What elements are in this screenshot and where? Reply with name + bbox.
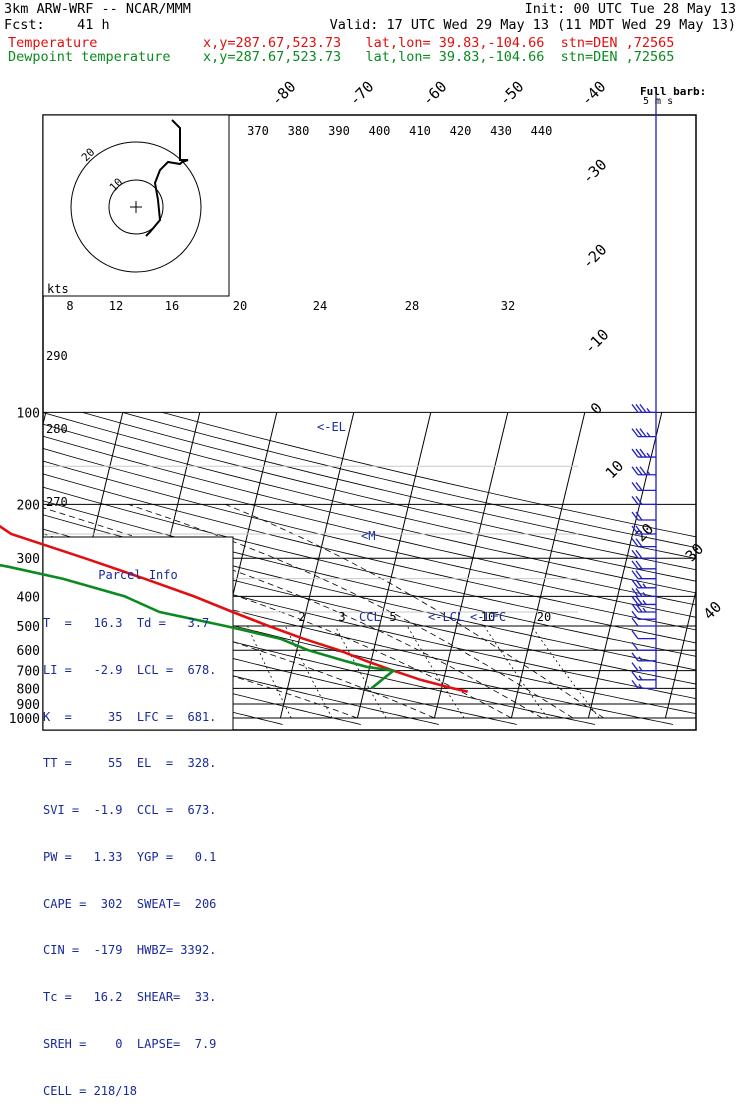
pressure-tick-label: 500 <box>17 620 40 635</box>
wind-barb <box>632 496 656 504</box>
isotherm-label: -20 <box>579 241 611 273</box>
kts-label: kts <box>47 282 69 296</box>
parcel-info-title: Parcel Info <box>43 568 233 584</box>
isotherm-line <box>511 412 584 718</box>
pressure-tick-label: 400 <box>17 590 40 605</box>
hodograph-speed-label: 12 <box>109 299 123 313</box>
ccl-annotation: CCL <box>359 610 381 624</box>
pressure-tick-label: 200 <box>17 498 40 513</box>
isotherm-label: 40 <box>700 598 726 624</box>
mixing-annotation: <M <box>361 529 375 543</box>
theta-label: 390 <box>328 124 350 138</box>
isotherm-label: 0 <box>587 399 606 418</box>
parcel-row: LI = -2.9 LCL = 678. <box>43 663 233 679</box>
wind-barb <box>632 631 656 639</box>
isotherm-line <box>588 412 661 718</box>
barb-units-label: 5 m s <box>643 96 673 107</box>
parcel-row: T = 16.3 Td = 3.7 <box>43 616 233 632</box>
isotherm-label: -60 <box>419 78 451 110</box>
wind-barb <box>632 672 656 680</box>
isotherm-label: -10 <box>581 326 613 358</box>
pressure-tick-label: 100 <box>17 406 40 421</box>
wind-barb <box>632 588 656 596</box>
wind-barb <box>632 642 656 650</box>
wind-barb <box>632 571 656 579</box>
isotherm-label: -50 <box>496 78 528 110</box>
mixing-ratio-label: 2 <box>298 610 305 624</box>
isotherm-label: -40 <box>578 78 610 110</box>
parcel-row: CAPE = 302 SWEAT= 206 <box>43 897 233 913</box>
theta-label: 440 <box>531 124 553 138</box>
wind-barb <box>632 404 656 412</box>
parcel-row: Tc = 16.2 SHEAR= 33. <box>43 990 233 1006</box>
wind-barb <box>632 467 656 475</box>
wind-barb <box>632 512 656 520</box>
dry-adiabat-label: 280 <box>46 422 68 436</box>
wind-barb <box>632 429 656 437</box>
theta-label: 400 <box>369 124 391 138</box>
parcel-row: TT = 55 EL = 328. <box>43 756 233 772</box>
hodograph-speed-label: 20 <box>233 299 247 313</box>
wind-barbs <box>632 90 656 688</box>
wind-barb <box>632 663 656 671</box>
wind-barb <box>632 596 656 604</box>
isotherm-label: -80 <box>268 78 300 110</box>
pressure-tick-label: 800 <box>17 682 40 697</box>
isotherm-label: -70 <box>346 78 378 110</box>
theta-label: 410 <box>409 124 431 138</box>
isotherm-line <box>665 412 738 718</box>
theta-label: 430 <box>490 124 512 138</box>
mixing-ratio-label: 3 <box>338 610 345 624</box>
wind-barb <box>632 680 656 688</box>
pressure-tick-label: 600 <box>17 644 40 659</box>
hodograph-speed-label: 32 <box>501 299 515 313</box>
hodograph-speed-label: 28 <box>405 299 419 313</box>
hodograph-speed-label: 8 <box>66 299 73 313</box>
mixing-ratio-label: 20 <box>537 610 551 624</box>
lfc-annotation: <-LFC <box>470 610 506 624</box>
theta-label: 380 <box>288 124 310 138</box>
isotherm-label: -30 <box>579 156 611 188</box>
hodograph-speed-label: 16 <box>165 299 179 313</box>
isotherm-label: 10 <box>602 457 628 483</box>
parcel-row: SREH = 0 LAPSE= 7.9 <box>43 1037 233 1053</box>
hodograph <box>43 115 229 296</box>
mixing-ratio-label: 5 <box>389 610 396 624</box>
wind-barb <box>632 561 656 569</box>
parcel-row: K = 35 LFC = 681. <box>43 710 233 726</box>
dry-adiabat-label: 270 <box>46 495 68 509</box>
parcel-info-panel: Parcel Info T = 16.3 Td = 3.7 LI = -2.9 … <box>43 537 233 732</box>
hodograph-speed-label: 24 <box>313 299 327 313</box>
pressure-tick-label: 900 <box>17 698 40 713</box>
dry-adiabat-label: 290 <box>46 349 68 363</box>
el-annotation: <-EL <box>317 420 346 434</box>
parcel-row: CELL = 218/18 <box>43 1084 233 1100</box>
isotherm-label: 30 <box>682 540 708 566</box>
theta-label: 370 <box>247 124 269 138</box>
theta-label: 420 <box>450 124 472 138</box>
pressure-tick-label: 1000 <box>9 712 40 727</box>
parcel-row: PW = 1.33 YGP = 0.1 <box>43 850 233 866</box>
lcl-annotation: <-LCL <box>428 610 464 624</box>
pressure-tick-label: 700 <box>17 665 40 680</box>
pressure-tick-label: 300 <box>17 552 40 567</box>
parcel-row: SVI = -1.9 CCL = 673. <box>43 803 233 819</box>
parcel-row: CIN = -179 HWBZ= 3392. <box>43 943 233 959</box>
